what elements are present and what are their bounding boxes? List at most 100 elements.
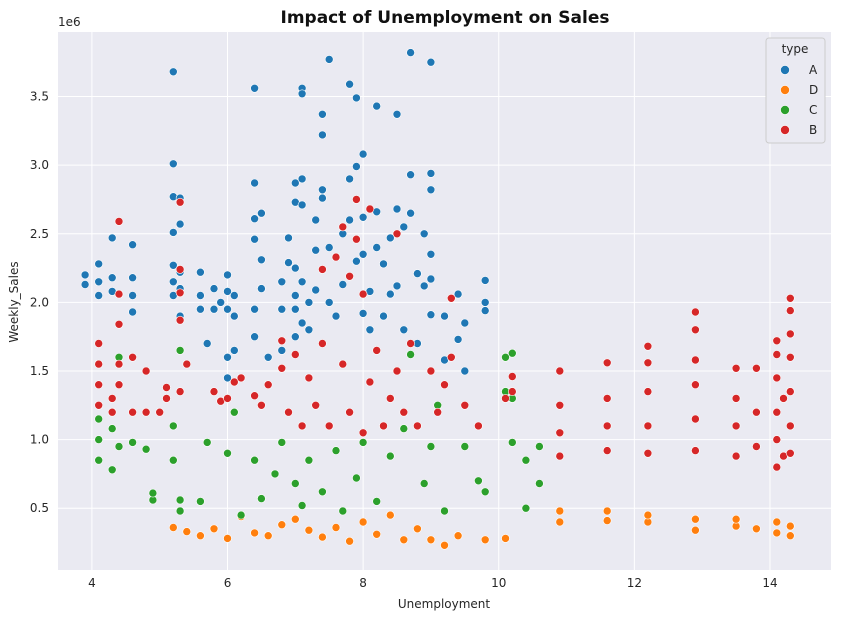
y-axis-label: Weekly_Sales (7, 261, 21, 342)
data-point (257, 494, 266, 503)
x-tick-label: 10 (491, 576, 506, 590)
data-point (297, 501, 307, 510)
data-point (535, 479, 544, 488)
data-point (277, 363, 287, 373)
data-point (602, 446, 612, 455)
data-point (772, 350, 782, 359)
data-point (772, 435, 782, 444)
data-point (691, 325, 700, 335)
data-point (107, 394, 117, 403)
data-point (785, 306, 795, 315)
data-point (406, 48, 415, 57)
data-point (474, 421, 483, 431)
data-point (460, 366, 470, 376)
data-point (433, 407, 443, 417)
data-point (365, 204, 375, 214)
data-point (731, 394, 741, 403)
data-point (290, 304, 300, 314)
data-point (406, 339, 415, 348)
data-point (290, 178, 300, 188)
data-point (94, 400, 103, 410)
data-point (446, 293, 456, 303)
data-point (257, 208, 266, 218)
data-point (318, 532, 327, 542)
data-point (114, 289, 124, 299)
data-point (169, 523, 178, 532)
data-point (202, 339, 212, 348)
data-point (196, 497, 205, 506)
data-point (365, 377, 375, 387)
data-point (379, 311, 388, 321)
data-point (169, 159, 178, 169)
data-point (419, 479, 429, 488)
data-point (290, 332, 300, 342)
data-point (107, 233, 117, 243)
data-point (114, 442, 124, 451)
data-point (311, 245, 321, 255)
data-point (175, 506, 185, 516)
data-point (80, 270, 90, 280)
data-point (501, 534, 510, 543)
data-point (501, 394, 510, 403)
data-point (304, 373, 314, 383)
y-tick-label: 0.5 (30, 501, 49, 515)
data-point (297, 318, 307, 328)
data-point (94, 277, 103, 287)
data-point (297, 174, 307, 184)
data-point (691, 355, 700, 365)
x-tick-label: 6 (224, 576, 232, 590)
data-point (406, 208, 415, 218)
data-point (209, 304, 219, 314)
data-point (507, 348, 517, 358)
data-point (372, 346, 382, 355)
data-point (114, 319, 124, 329)
data-point (358, 428, 368, 438)
data-point (602, 394, 612, 403)
data-point (474, 476, 483, 486)
data-point (602, 506, 612, 516)
data-point (731, 451, 741, 461)
data-point (290, 291, 300, 300)
data-point (385, 233, 395, 243)
data-point (196, 531, 205, 541)
data-point (263, 531, 273, 541)
series-A (80, 48, 490, 383)
data-point (250, 528, 259, 538)
data-point (385, 394, 395, 403)
data-point (263, 380, 273, 390)
data-point (643, 421, 653, 431)
data-point (304, 455, 314, 465)
data-point (752, 524, 761, 534)
data-point (358, 517, 368, 527)
data-point (94, 339, 103, 348)
data-point (413, 269, 422, 278)
data-point (94, 259, 103, 269)
data-point (399, 407, 409, 417)
x-tick-labels: 4 6 8 10 12 14 (88, 576, 778, 590)
data-point (304, 525, 314, 535)
data-point (128, 438, 137, 447)
legend-title: type (782, 42, 809, 56)
data-point (345, 271, 354, 281)
data-point (440, 311, 449, 321)
data-point (419, 281, 429, 291)
data-point (602, 516, 612, 525)
data-point (175, 315, 185, 325)
data-point (399, 424, 409, 433)
data-point (752, 442, 761, 451)
data-point (107, 465, 117, 475)
data-point (535, 442, 544, 451)
data-point (480, 535, 490, 545)
data-point (114, 380, 124, 390)
x-tick-label: 14 (762, 576, 777, 590)
data-point (223, 373, 232, 383)
data-point (223, 270, 232, 280)
data-point (372, 529, 382, 539)
data-point (223, 534, 232, 543)
data-point (148, 488, 158, 498)
data-point (324, 55, 334, 64)
data-point (162, 394, 171, 403)
y-offset-label: 1e6 (58, 15, 81, 29)
data-point (643, 510, 653, 520)
